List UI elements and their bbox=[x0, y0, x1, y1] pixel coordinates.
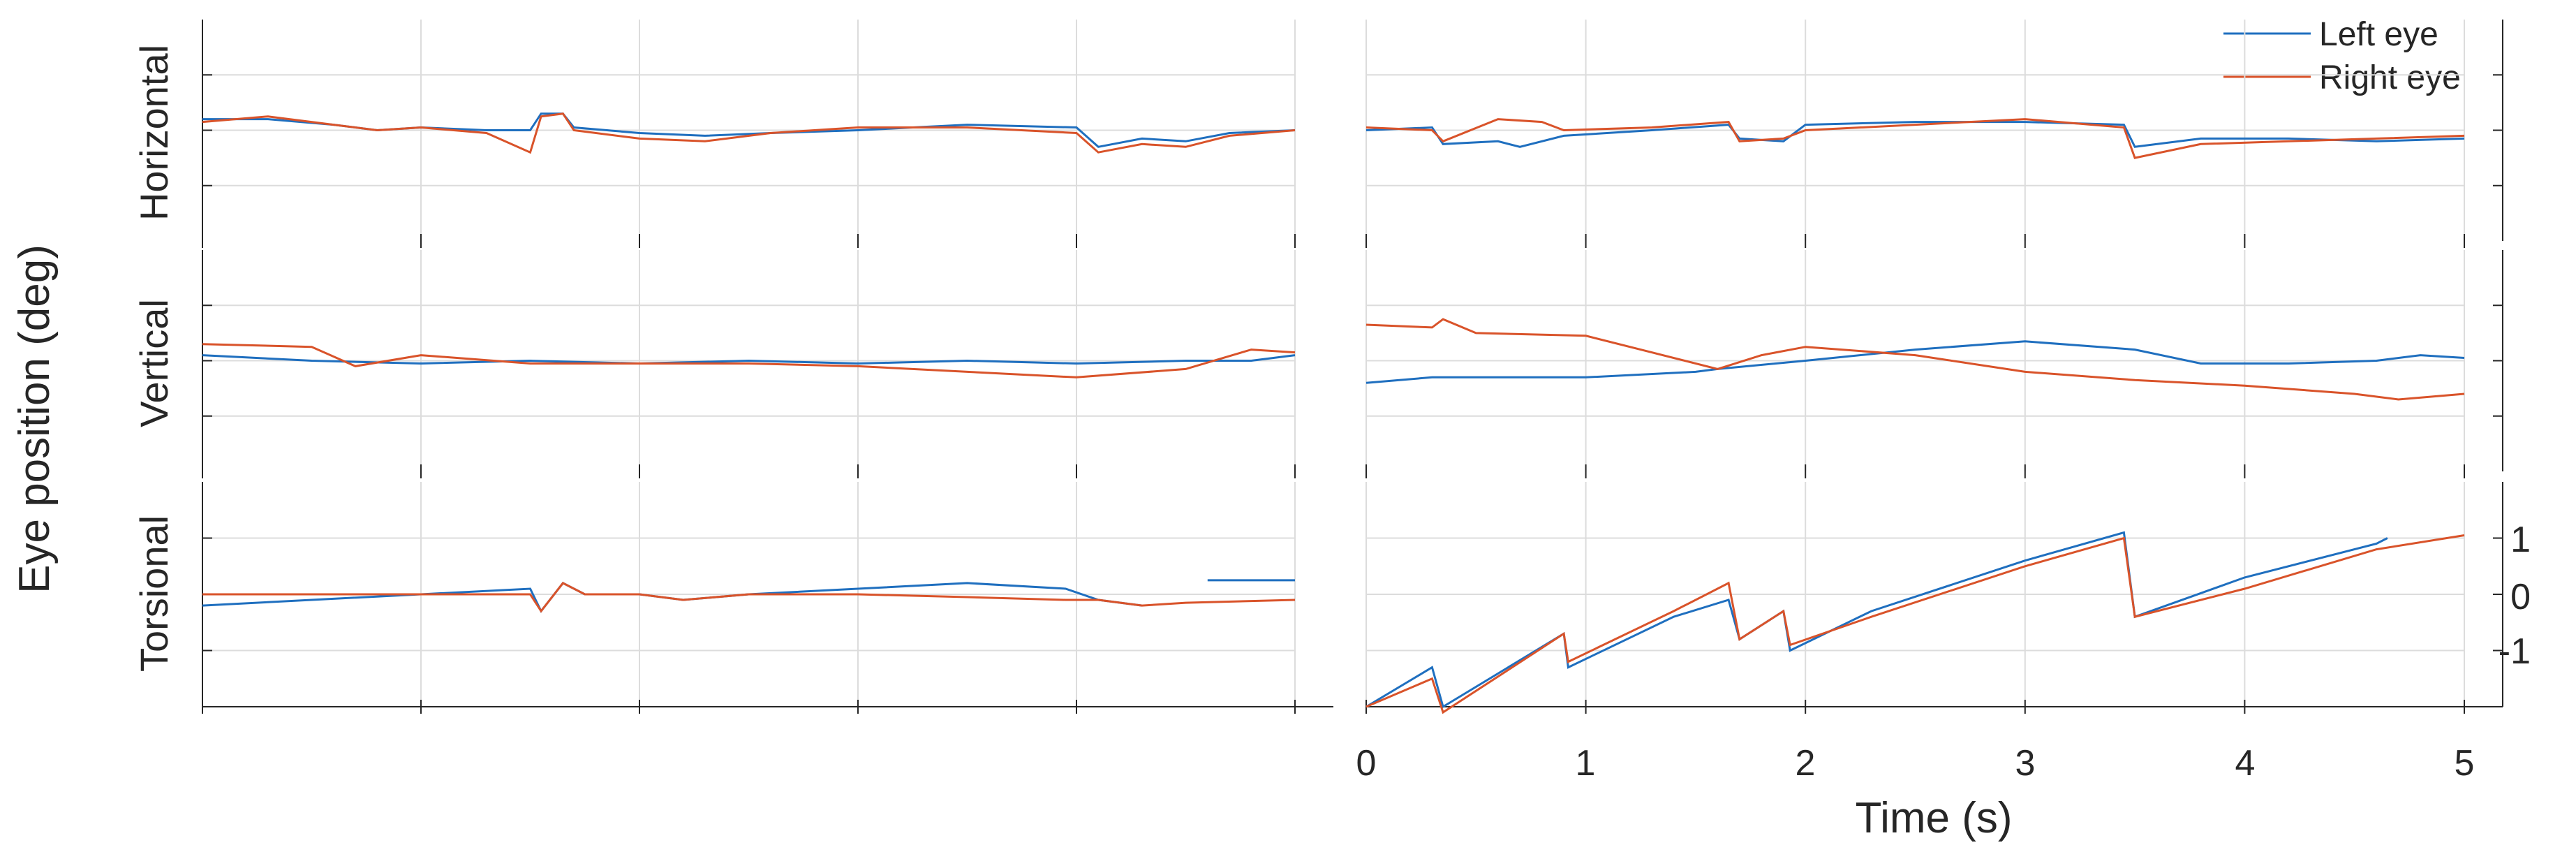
left_vertical-series-left-eye bbox=[202, 354, 1296, 365]
legend-label-right-eye: Right eye bbox=[2319, 59, 2461, 96]
xtick-label-3: 3 bbox=[2015, 743, 2036, 784]
panels-group bbox=[202, 20, 2503, 714]
row-label-torsional: Torsional bbox=[132, 515, 176, 672]
xtick-label-1: 1 bbox=[1576, 743, 1596, 784]
ytick-label-0: 0 bbox=[2510, 577, 2531, 617]
right_horizontal-series-left-eye bbox=[1365, 121, 2465, 148]
right_horizontal-series-right-eye bbox=[1365, 118, 2465, 159]
left_horizontal-series-right-eye bbox=[202, 112, 1296, 154]
left_vertical-series-right-eye bbox=[202, 343, 1296, 379]
legend-label-left-eye: Left eye bbox=[2319, 16, 2438, 53]
xtick-label-2: 2 bbox=[1796, 743, 1816, 784]
right_vertical-series-left-eye bbox=[1365, 340, 2465, 384]
left_torsional-series-left-eye bbox=[202, 579, 1295, 613]
right_vertical-series-right-eye bbox=[1365, 318, 2465, 401]
legend: Left eye Right eye bbox=[2223, 16, 2461, 96]
xtick-label-4: 4 bbox=[2235, 743, 2256, 784]
xtick-label-5: 5 bbox=[2455, 743, 2475, 784]
xlabel: Time (s) bbox=[1856, 794, 2013, 842]
row-label-vertical: Vertical bbox=[132, 299, 176, 427]
ylabel-overall: Eye position (deg) bbox=[10, 244, 59, 594]
row-label-horizontal: Horizontal bbox=[132, 45, 176, 221]
right_torsional-series-left-eye bbox=[1365, 531, 2388, 709]
xtick-label-0: 0 bbox=[1356, 743, 1377, 784]
right_torsional-series-right-eye bbox=[1365, 534, 2465, 714]
ytick-label-1: 1 bbox=[2510, 520, 2531, 560]
left_torsional-series-right-eye bbox=[202, 581, 1296, 613]
ytick-label-neg1: -1 bbox=[2499, 631, 2531, 672]
